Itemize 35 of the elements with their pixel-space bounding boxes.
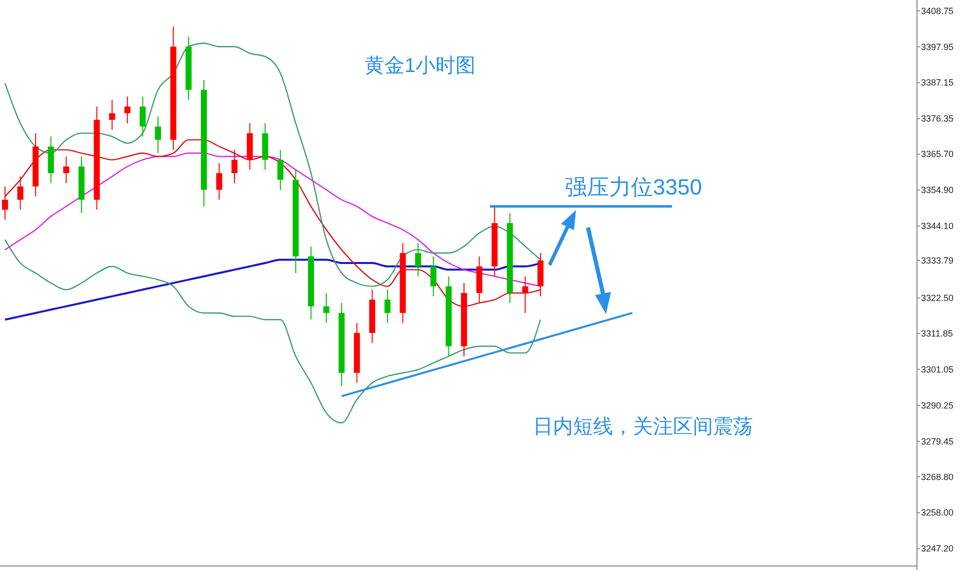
candlestick bbox=[323, 292, 330, 324]
candlestick bbox=[522, 276, 528, 314]
y-tick-label: 3354.90 bbox=[921, 185, 954, 196]
candlestick bbox=[63, 156, 70, 184]
candlestick bbox=[155, 116, 161, 154]
candlestick bbox=[384, 289, 390, 324]
line-series bbox=[4, 139, 542, 307]
y-tick-label: 3376.35 bbox=[921, 114, 954, 124]
candlestick bbox=[2, 186, 8, 220]
annotation: 日内短线，关注区间震荡 bbox=[533, 416, 753, 438]
candlestick bbox=[415, 242, 422, 277]
y-tick-label: 3387.15 bbox=[921, 78, 954, 88]
candlestick bbox=[140, 96, 146, 138]
y-tick-label: 3247.20 bbox=[921, 544, 954, 554]
ref-line-label: 强压力位3350 bbox=[565, 174, 702, 200]
candlestick bbox=[277, 149, 284, 190]
y-tick-label: 3344.10 bbox=[921, 221, 954, 232]
candlestick bbox=[17, 176, 24, 210]
text: 黄金1小时图 bbox=[364, 55, 476, 77]
y-tick-label: 3268.80 bbox=[921, 472, 954, 482]
y-tick-label: 3301.05 bbox=[921, 364, 954, 374]
y-tick-label: 3311.85 bbox=[921, 328, 953, 338]
candlestick bbox=[124, 96, 130, 124]
y-tick-label: 3397.95 bbox=[921, 42, 954, 52]
y-tick-label: 3408.75 bbox=[921, 6, 954, 16]
y-tick-label: 3365.70 bbox=[921, 149, 954, 160]
y-tick-label: 3290.25 bbox=[921, 400, 954, 410]
y-tick-label: 3258.00 bbox=[921, 508, 954, 518]
candlestick bbox=[216, 162, 222, 200]
candlestick bbox=[232, 149, 238, 184]
y-tick-label: 3279.45 bbox=[921, 436, 954, 446]
candlestick bbox=[430, 256, 436, 297]
candlestick bbox=[109, 99, 116, 130]
y-tick-label: 3333.79 bbox=[921, 255, 954, 266]
y-tick-label: 3322.50 bbox=[921, 292, 954, 303]
